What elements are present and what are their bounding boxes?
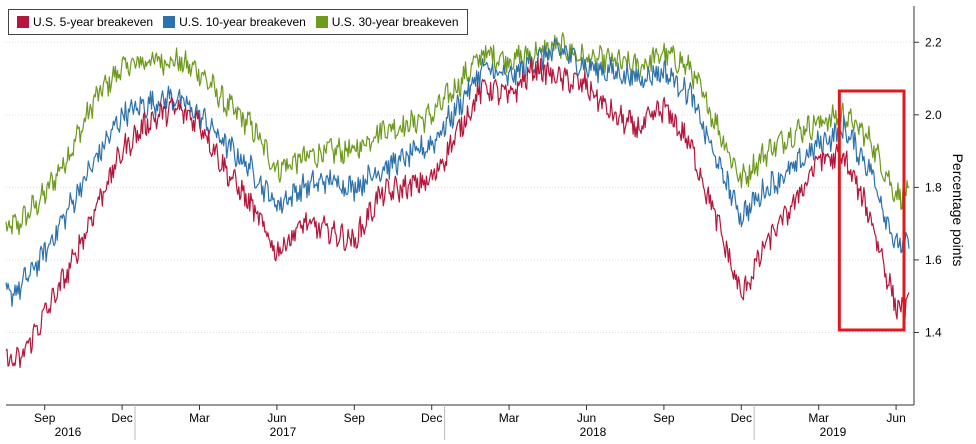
legend-label-30y: U.S. 30-year breakeven [331, 15, 459, 29]
highlight-box [837, 89, 906, 332]
y-tick-label: 2.2 [925, 35, 942, 49]
series-line-10y [5, 38, 910, 307]
x-tick-label: Jun [577, 411, 596, 425]
x-tick-label: Dec [731, 411, 752, 425]
x-tick-label: Sep [344, 411, 366, 425]
y-tick-label: 1.6 [925, 253, 942, 267]
y-tick-label: 2.0 [925, 108, 942, 122]
legend-swatch-30y [315, 16, 328, 28]
x-axis-ticks: Sep Dec Mar Jun Sep Dec Mar Jun Sep Dec Mar Jun 2016… [34, 405, 906, 440]
y-tick-label: 1.8 [925, 180, 942, 194]
y-axis-label: Percentage points [950, 154, 966, 267]
x-tick-label: Jun [267, 411, 286, 425]
legend-swatch-5y [17, 16, 29, 28]
legend: U.S. 5-year breakeven U.S. 10-year break… [8, 9, 468, 35]
legend-item-10y: U.S. 10-year breakeven [163, 15, 306, 29]
legend-label-5y: U.S. 5-year breakeven [33, 15, 154, 29]
legend-label-10y: U.S. 10-year breakeven [179, 15, 306, 29]
x-tick-label: Mar [499, 411, 520, 425]
x-tick-label: Sep [34, 411, 56, 425]
series-layer [5, 32, 910, 368]
x-tick-label: Sep [653, 411, 675, 425]
axes [6, 6, 915, 406]
legend-item-30y: U.S. 30-year breakeven [315, 15, 459, 29]
x-tick-label: Mar [808, 411, 829, 425]
x-tick-label: Mar [189, 411, 210, 425]
series-line-5y [5, 57, 910, 368]
series-line-30y [5, 32, 910, 236]
x-year-label: 2017 [270, 425, 297, 439]
y-axis-ticks: 2.2 2.0 1.8 1.6 1.4 [914, 35, 942, 339]
legend-swatch-10y [163, 16, 176, 28]
x-tick-label: Dec [421, 411, 442, 425]
y-tick-label: 1.4 [925, 325, 942, 339]
x-tick-label: Jun [886, 411, 905, 425]
legend-item-5y: U.S. 5-year breakeven [17, 15, 153, 29]
x-year-label: 2018 [580, 425, 607, 439]
x-tick-label: Dec [111, 411, 132, 425]
x-year-label: 2016 [55, 425, 82, 439]
x-year-label: 2019 [820, 425, 847, 439]
